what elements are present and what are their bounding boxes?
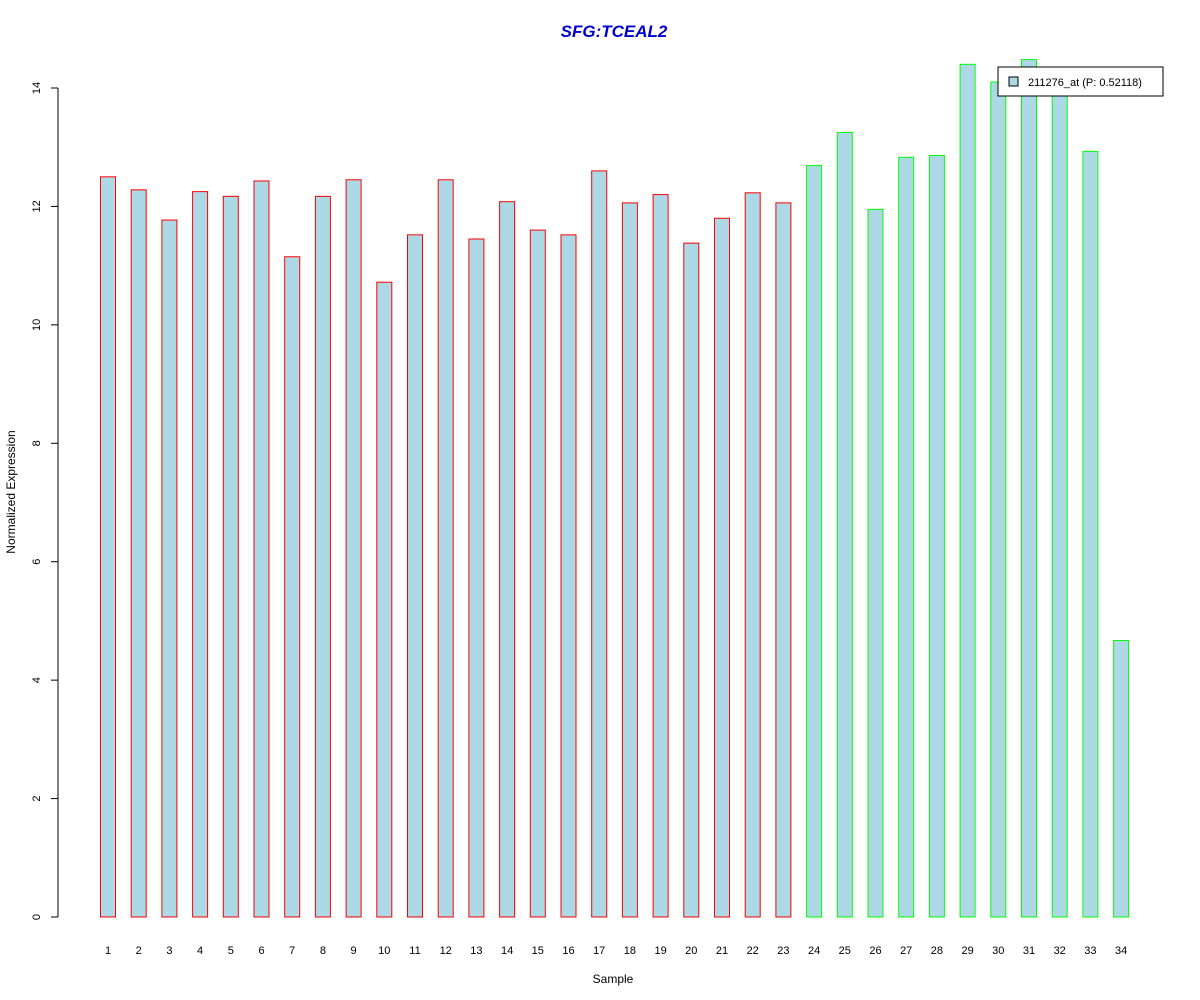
x-tick-label: 33	[1084, 945, 1096, 957]
bar-sample-16	[560, 234, 577, 918]
y-axis-label: Normalized Expression	[4, 430, 18, 553]
y-tick-label: 12	[31, 200, 43, 212]
legend-label: 211276_at (P: 0.52118)	[1028, 77, 1142, 89]
x-tick-label: 24	[808, 945, 820, 957]
x-axis-label: Sample	[593, 972, 634, 986]
bar-sample-21	[714, 217, 730, 918]
bar-sample-3	[161, 219, 178, 918]
x-tick-label: 8	[320, 945, 326, 957]
x-tick-label: 2	[136, 945, 142, 957]
x-tick-label: 23	[777, 945, 789, 957]
bar-sample-8	[314, 195, 331, 918]
bar-sample-34	[1113, 639, 1130, 918]
bar-sample-2	[130, 189, 147, 918]
y-axis-ticks: 0 2 4 6 8 10 12 14	[31, 82, 58, 920]
bar-sample-29	[959, 63, 976, 918]
x-tick-label: 1	[105, 945, 111, 957]
bar-sample-12	[437, 179, 454, 918]
bar-sample-7	[284, 256, 301, 918]
x-tick-label: 31	[1023, 945, 1035, 957]
bar-sample-19	[652, 194, 669, 918]
x-tick-label: 34	[1115, 945, 1127, 957]
x-tick-label: 17	[593, 945, 605, 957]
bar-sample-11	[407, 234, 423, 918]
x-tick-label: 4	[197, 945, 203, 957]
bar-sample-5	[222, 195, 239, 918]
x-tick-label: 32	[1054, 945, 1066, 957]
x-tick-label: 5	[228, 945, 234, 957]
chart-title: SFG:TCEAL2	[561, 22, 668, 41]
bar-sample-33	[1082, 150, 1099, 918]
bar-sample-14	[499, 201, 516, 918]
x-tick-label: 15	[532, 945, 544, 957]
bar-sample-22	[744, 192, 761, 918]
bar-sample-26	[867, 208, 884, 918]
x-tick-label: 27	[900, 945, 912, 957]
y-tick-label: 4	[31, 677, 43, 683]
bar-sample-31	[1021, 59, 1037, 918]
bar-sample-18	[621, 202, 638, 918]
bar-sample-27	[898, 156, 915, 918]
x-tick-label: 22	[747, 945, 759, 957]
bar-sample-15	[529, 229, 546, 918]
x-tick-label: 28	[931, 945, 943, 957]
x-tick-label: 25	[839, 945, 851, 957]
bar-sample-4	[192, 191, 209, 918]
y-tick-label: 0	[31, 914, 43, 920]
y-tick-label: 14	[31, 82, 43, 94]
bar-sample-25	[836, 131, 853, 918]
x-tick-label: 14	[501, 945, 513, 957]
bars-group	[100, 59, 1130, 918]
x-tick-label: 21	[716, 945, 728, 957]
bar-sample-20	[683, 242, 700, 918]
y-tick-label: 10	[31, 319, 43, 331]
y-tick-label: 6	[31, 559, 43, 565]
x-tick-label: 29	[961, 945, 973, 957]
bar-sample-30	[990, 81, 1007, 918]
bar-sample-24	[806, 165, 823, 918]
x-tick-label: 19	[654, 945, 666, 957]
bar-sample-6	[253, 180, 270, 918]
y-axis: 0 2 4 6 8 10 12 14	[31, 82, 59, 920]
x-axis-ticks: 1 2 3 4 5 6 7 8 9 10 11 12 13 14 15 16 17 18 19 20 21 22 23 24 2…	[105, 945, 1127, 957]
legend-box	[997, 66, 1164, 97]
bar-sample-13	[468, 238, 485, 918]
bar-sample-9	[345, 179, 362, 918]
x-tick-label: 10	[378, 945, 390, 957]
bar-sample-1	[100, 176, 116, 918]
x-tick-label: 16	[562, 945, 574, 957]
x-tick-label: 7	[289, 945, 295, 957]
legend: 211276_at (P: 0.52118)	[997, 66, 1164, 97]
bar-sample-32	[1051, 87, 1068, 918]
x-tick-label: 9	[351, 945, 357, 957]
x-tick-label: 18	[624, 945, 636, 957]
bar-sample-10	[376, 281, 393, 918]
bar-sample-28	[928, 155, 945, 918]
x-tick-label: 3	[166, 945, 172, 957]
x-tick-label: 20	[685, 945, 697, 957]
x-tick-label: 13	[470, 945, 482, 957]
x-tick-label: 11	[409, 945, 420, 957]
bar-sample-17	[591, 170, 608, 918]
bar-sample-23	[775, 202, 792, 918]
legend-swatch	[1008, 76, 1019, 87]
y-tick-label: 2	[31, 796, 43, 802]
x-tick-label: 12	[440, 945, 452, 957]
x-tick-label: 6	[258, 945, 264, 957]
y-tick-label: 8	[31, 440, 43, 446]
x-tick-label: 26	[869, 945, 881, 957]
x-tick-label: 30	[992, 945, 1004, 957]
